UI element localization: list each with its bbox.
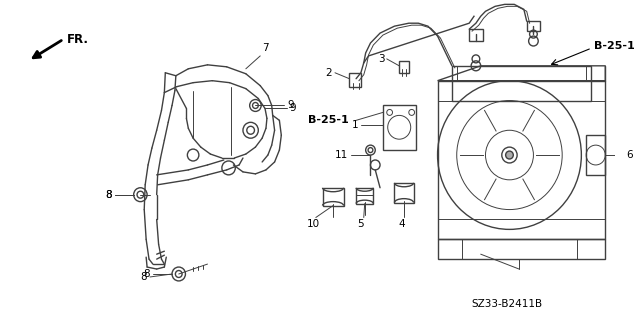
Text: B-25-1: B-25-1 (308, 115, 349, 125)
Text: 6: 6 (627, 150, 633, 160)
Text: B-25-1: B-25-1 (594, 41, 635, 51)
Text: SZ33-B2411B: SZ33-B2411B (471, 299, 542, 309)
Bar (469, 29, 483, 41)
Bar (438, 239, 605, 259)
Bar (399, 61, 409, 73)
Text: 9: 9 (289, 103, 296, 114)
Bar (527, 21, 540, 31)
Circle shape (137, 191, 144, 198)
Text: 8: 8 (105, 190, 111, 200)
Text: FR.: FR. (67, 33, 88, 46)
Bar (356, 188, 373, 204)
Bar (394, 183, 413, 203)
Bar (349, 73, 361, 87)
Text: 2: 2 (326, 68, 332, 78)
Text: 7: 7 (262, 43, 269, 53)
Text: 11: 11 (335, 150, 348, 160)
Bar (383, 106, 417, 150)
Text: 10: 10 (307, 219, 319, 229)
Text: 8: 8 (143, 269, 150, 279)
Bar (452, 66, 591, 100)
Circle shape (253, 102, 259, 108)
Circle shape (368, 148, 373, 152)
Bar (323, 188, 344, 205)
Text: 8: 8 (105, 190, 111, 200)
Text: 4: 4 (399, 219, 405, 229)
Text: 8: 8 (140, 272, 147, 282)
Circle shape (175, 271, 182, 278)
Bar (586, 135, 605, 175)
Text: 5: 5 (358, 219, 364, 229)
Circle shape (506, 151, 513, 159)
Text: 3: 3 (378, 54, 385, 64)
Text: 1: 1 (351, 120, 358, 130)
Text: 9: 9 (287, 100, 294, 110)
Circle shape (247, 126, 255, 134)
Bar (438, 81, 605, 239)
